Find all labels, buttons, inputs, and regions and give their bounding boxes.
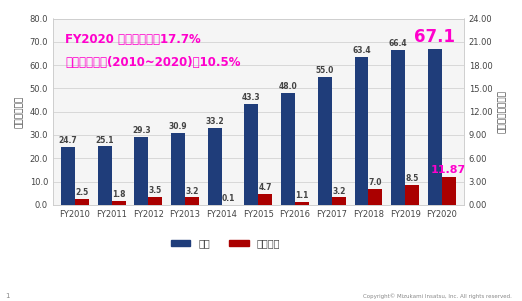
Text: 43.3: 43.3 — [242, 93, 260, 102]
Text: FY2020 経常利益率：17.7%: FY2020 経常利益率：17.7% — [65, 33, 201, 46]
Text: 24.7: 24.7 — [58, 136, 77, 145]
Y-axis label: 経常利益（億円）: 経常利益（億円） — [498, 90, 507, 133]
Bar — [281, 93, 295, 205]
Bar — [112, 201, 126, 205]
Text: 2.5: 2.5 — [75, 188, 89, 197]
Bar — [244, 104, 258, 205]
Bar — [318, 77, 332, 205]
Bar — [98, 146, 112, 205]
Bar — [134, 137, 148, 205]
Text: 11.87: 11.87 — [431, 165, 467, 175]
Text: 30.9: 30.9 — [169, 122, 187, 131]
Bar — [171, 133, 185, 205]
Bar — [61, 147, 75, 205]
Text: 3.2: 3.2 — [185, 187, 199, 196]
Text: 3.5: 3.5 — [149, 186, 162, 195]
Bar — [185, 197, 199, 205]
Text: 1.1: 1.1 — [295, 191, 309, 200]
Text: 67.1: 67.1 — [414, 28, 455, 46]
Bar — [148, 197, 162, 205]
Text: 年平均成長率(2010~2020)：10.5%: 年平均成長率(2010~2020)：10.5% — [65, 56, 241, 69]
Text: 8.5: 8.5 — [406, 174, 419, 183]
Bar — [258, 194, 272, 205]
Bar — [295, 202, 309, 205]
Text: 29.3: 29.3 — [132, 126, 151, 135]
Bar — [332, 197, 346, 205]
Legend: 売上, 経常利益: 売上, 経常利益 — [167, 234, 284, 252]
Bar — [405, 185, 419, 205]
Text: 7.0: 7.0 — [369, 178, 382, 187]
Bar — [442, 177, 456, 205]
Text: 0.1: 0.1 — [222, 194, 235, 203]
Text: 4.7: 4.7 — [258, 183, 272, 192]
Y-axis label: 売上（億円）: 売上（億円） — [15, 96, 24, 128]
Text: 55.0: 55.0 — [316, 66, 334, 75]
Bar — [428, 48, 442, 205]
Bar — [75, 199, 89, 205]
Text: 33.2: 33.2 — [205, 117, 224, 126]
Text: 1: 1 — [5, 293, 10, 299]
Text: 48.0: 48.0 — [279, 82, 298, 91]
Text: 66.4: 66.4 — [389, 39, 408, 48]
Bar — [369, 189, 383, 205]
Text: 63.4: 63.4 — [352, 46, 371, 55]
Text: 3.2: 3.2 — [332, 187, 346, 196]
Bar — [354, 57, 369, 205]
Bar — [208, 128, 222, 205]
Text: Copyright© Mizukami Insatsu, Inc. All rights reserved.: Copyright© Mizukami Insatsu, Inc. All ri… — [363, 294, 512, 299]
Text: 1.8: 1.8 — [112, 190, 125, 199]
Bar — [391, 50, 405, 205]
Text: 25.1: 25.1 — [96, 135, 114, 144]
